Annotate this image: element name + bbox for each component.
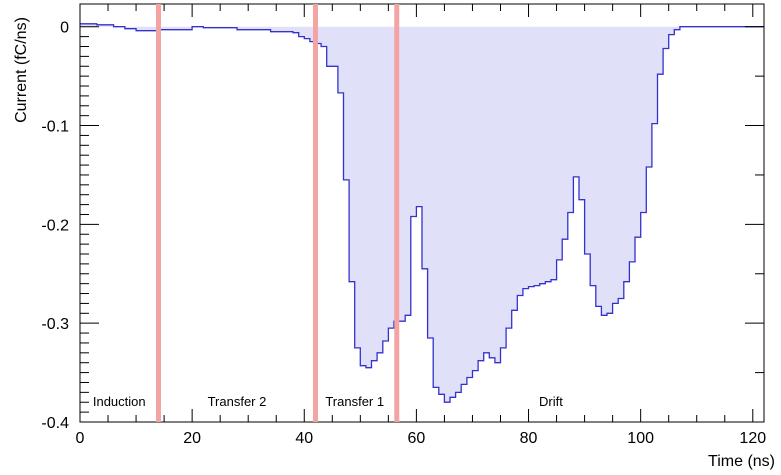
x-tick-label: 120	[739, 430, 766, 447]
region-label: Drift	[539, 394, 563, 409]
x-tick-label: 0	[76, 430, 85, 447]
x-tick-label: 40	[295, 430, 313, 447]
y-tick-label: -0.2	[41, 217, 69, 234]
x-tick-label: 80	[520, 430, 538, 447]
x-tick-label: 20	[183, 430, 201, 447]
x-tick-label: 60	[407, 430, 425, 447]
region-label: Induction	[93, 394, 146, 409]
y-tick-label: -0.4	[41, 415, 69, 432]
plot-frame	[79, 3, 765, 423]
y-axis-title: Current (fC/ns)	[13, 17, 30, 123]
region-label: Transfer 2	[208, 394, 267, 409]
x-axis-title: Time (ns)	[708, 453, 775, 470]
x-tick-label: 100	[627, 430, 654, 447]
series-line	[80, 23, 764, 403]
y-tick-label: -0.1	[41, 119, 69, 136]
y-tick-label: -0.3	[41, 316, 69, 333]
region-label: Transfer 1	[325, 394, 384, 409]
y-tick-label: 0	[60, 20, 69, 37]
